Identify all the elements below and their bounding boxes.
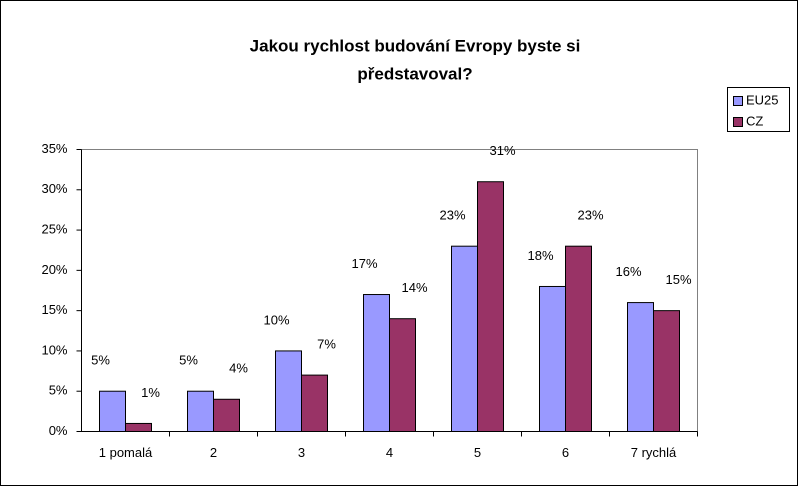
bar xyxy=(275,350,302,432)
bar xyxy=(99,390,126,433)
value-label: 23% xyxy=(577,208,603,223)
legend-label: CZ xyxy=(746,113,763,128)
legend-swatch xyxy=(733,96,743,106)
bar xyxy=(213,398,240,432)
bar xyxy=(565,245,592,432)
value-label: 5% xyxy=(179,353,198,368)
value-label: 15% xyxy=(665,272,691,287)
y-tick-label: 15% xyxy=(41,302,67,317)
bar xyxy=(627,302,654,433)
x-tick-label: 4 xyxy=(386,445,393,460)
value-label: 7% xyxy=(317,337,336,352)
bar xyxy=(363,294,390,432)
bar xyxy=(187,390,214,433)
x-tick-label: 6 xyxy=(562,445,569,460)
value-label: 16% xyxy=(615,264,641,279)
bar xyxy=(301,374,328,433)
y-tick-label: 5% xyxy=(49,383,68,398)
x-tick-label: 5 xyxy=(474,445,481,460)
bar xyxy=(653,310,680,432)
x-tick-label: 2 xyxy=(210,445,217,460)
value-label: 1% xyxy=(141,385,160,400)
value-label: 31% xyxy=(489,143,515,158)
x-tick-label: 3 xyxy=(298,445,305,460)
y-tick-label: 25% xyxy=(41,222,67,237)
value-label: 23% xyxy=(439,208,465,223)
y-tick-label: 20% xyxy=(41,262,67,277)
value-label: 5% xyxy=(91,353,110,368)
y-tick-label: 35% xyxy=(41,141,67,156)
value-label: 4% xyxy=(229,361,248,376)
bar xyxy=(477,181,504,432)
bar xyxy=(451,245,478,432)
y-tick-label: 10% xyxy=(41,342,67,357)
value-label: 10% xyxy=(263,312,289,327)
x-tick-label: 1 pomalá xyxy=(99,445,153,460)
value-label: 17% xyxy=(351,256,377,271)
bar xyxy=(539,285,566,432)
bar xyxy=(125,422,152,433)
chart-title: Jakou rychlost budování Evropy byste si xyxy=(250,36,581,55)
y-tick-label: 30% xyxy=(41,181,67,196)
legend-swatch xyxy=(733,117,743,127)
y-tick-label: 0% xyxy=(49,423,68,438)
value-label: 18% xyxy=(527,248,553,263)
x-tick-label: 7 rychlá xyxy=(631,445,677,460)
chart-title: představoval? xyxy=(357,64,472,83)
value-label: 14% xyxy=(401,280,427,295)
bar xyxy=(389,318,416,433)
legend-label: EU25 xyxy=(746,92,779,107)
